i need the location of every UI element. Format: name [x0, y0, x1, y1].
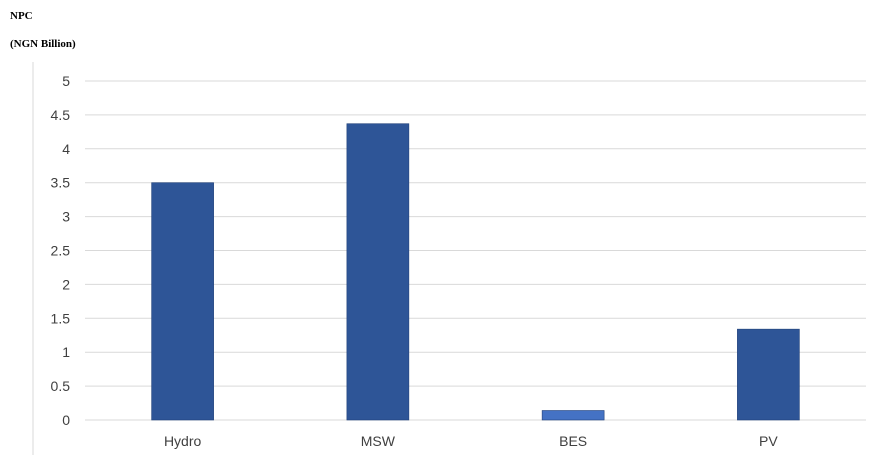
y-tick-label: 4	[62, 141, 70, 157]
gridlines	[85, 80, 866, 421]
bar-pv	[737, 328, 800, 421]
y-tick-label: 1.5	[51, 310, 71, 326]
y-axis-ticks: 0 0.5 1 1.5 2 2.5 3 3.5 4 4.5 5	[51, 73, 71, 428]
bars	[151, 123, 800, 421]
x-category-label-hydro: Hydro	[164, 433, 202, 449]
y-tick-label: 0	[62, 412, 70, 428]
y-tick-label: 3.5	[51, 175, 71, 191]
y-tick-label: 1	[62, 344, 70, 360]
y-axis-title-line1: NPC	[10, 10, 33, 22]
y-axis-title-line2: (NGN Billion)	[10, 38, 76, 50]
y-tick-label: 2	[62, 276, 70, 292]
bar-hydro	[151, 182, 214, 421]
x-category-label-bes: BES	[559, 433, 587, 449]
x-axis-labels: Hydro MSW BES PV	[164, 433, 778, 449]
bar-bes	[541, 410, 605, 421]
x-category-label-pv: PV	[759, 433, 778, 449]
y-tick-label: 2.5	[51, 243, 71, 259]
x-category-label-msw: MSW	[361, 433, 396, 449]
y-tick-label: 3	[62, 209, 70, 225]
y-tick-label: 4.5	[51, 107, 71, 123]
y-tick-label: 0.5	[51, 378, 71, 394]
y-tick-label: 5	[62, 73, 70, 89]
bar-msw	[346, 123, 410, 421]
